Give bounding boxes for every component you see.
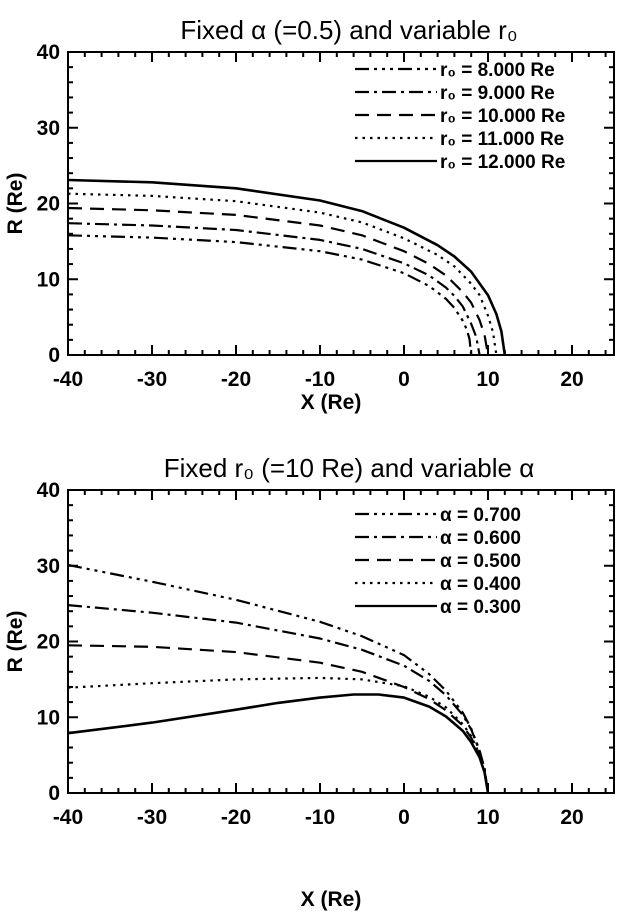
series-line [67, 222, 481, 356]
series-line [67, 178, 507, 356]
legend-label: α = 0.600 [440, 528, 521, 549]
legend-label: α = 0.300 [440, 597, 521, 618]
legend-label: r₀ = 10.000 Re [440, 106, 565, 127]
chart-panel-1: Fixed α (=0.5) and variable r₀ -40 -30 -20 -… [4, 15, 615, 414]
y-axis-label: R (Re) [4, 173, 27, 235]
x-tick-label: -30 [137, 806, 167, 829]
x-tick-label: 20 [560, 368, 583, 391]
legend-label: r₀ = 12.000 Re [440, 152, 565, 173]
series-line [67, 693, 490, 794]
x-axis-label: X (Re) [301, 888, 362, 911]
y-tick-label: 30 [37, 555, 60, 578]
chart-title: Fixed r₀ (=10 Re) and variable α [164, 453, 535, 483]
y-tick-label: 10 [37, 706, 60, 729]
legend-label: α = 0.400 [440, 574, 521, 595]
series-line [67, 604, 490, 794]
legend-label: α = 0.500 [440, 551, 521, 572]
x-tick-label: -20 [221, 806, 251, 829]
series-line [67, 644, 490, 794]
y-tick-label: 0 [48, 782, 60, 805]
y-tick-label: 20 [37, 193, 60, 216]
x-axis-label: X (Re) [301, 391, 362, 414]
x-tick-label: -40 [53, 806, 83, 829]
series-line [67, 234, 473, 356]
x-tick-label: -20 [221, 368, 251, 391]
y-axis-label: R (Re) [4, 611, 27, 673]
chart-panel-2: Fixed r₀ (=10 Re) and variable α -40 -30 -2… [4, 453, 615, 911]
y-tick-label: 30 [37, 117, 60, 140]
y-tick-label: 20 [37, 631, 60, 654]
x-tick-label: 10 [476, 806, 499, 829]
x-tick-label: 0 [398, 806, 410, 829]
x-tick-label: -40 [53, 368, 83, 391]
x-tick-label: 10 [476, 368, 499, 391]
y-tick-label: 40 [37, 479, 60, 502]
y-tick-label: 0 [48, 344, 60, 367]
chart-title: Fixed α (=0.5) and variable r₀ [180, 15, 517, 45]
x-tick-label: -10 [305, 806, 335, 829]
series-line [67, 192, 498, 356]
x-tick-label: -10 [305, 368, 335, 391]
legend-label: α = 0.700 [440, 505, 521, 526]
y-tick-label: 10 [37, 268, 60, 291]
legend-label: r₀ = 8.000 Re [440, 60, 555, 81]
x-tick-label: 0 [398, 368, 410, 391]
x-tick-label: -30 [137, 368, 167, 391]
series-line [67, 676, 490, 794]
x-tick-label: 20 [560, 806, 583, 829]
series-line [67, 206, 490, 356]
plot-frame [67, 489, 615, 794]
legend-label: r₀ = 11.000 Re [440, 129, 564, 150]
legend-label: r₀ = 9.000 Re [440, 83, 555, 104]
y-tick-label: 40 [37, 41, 60, 64]
